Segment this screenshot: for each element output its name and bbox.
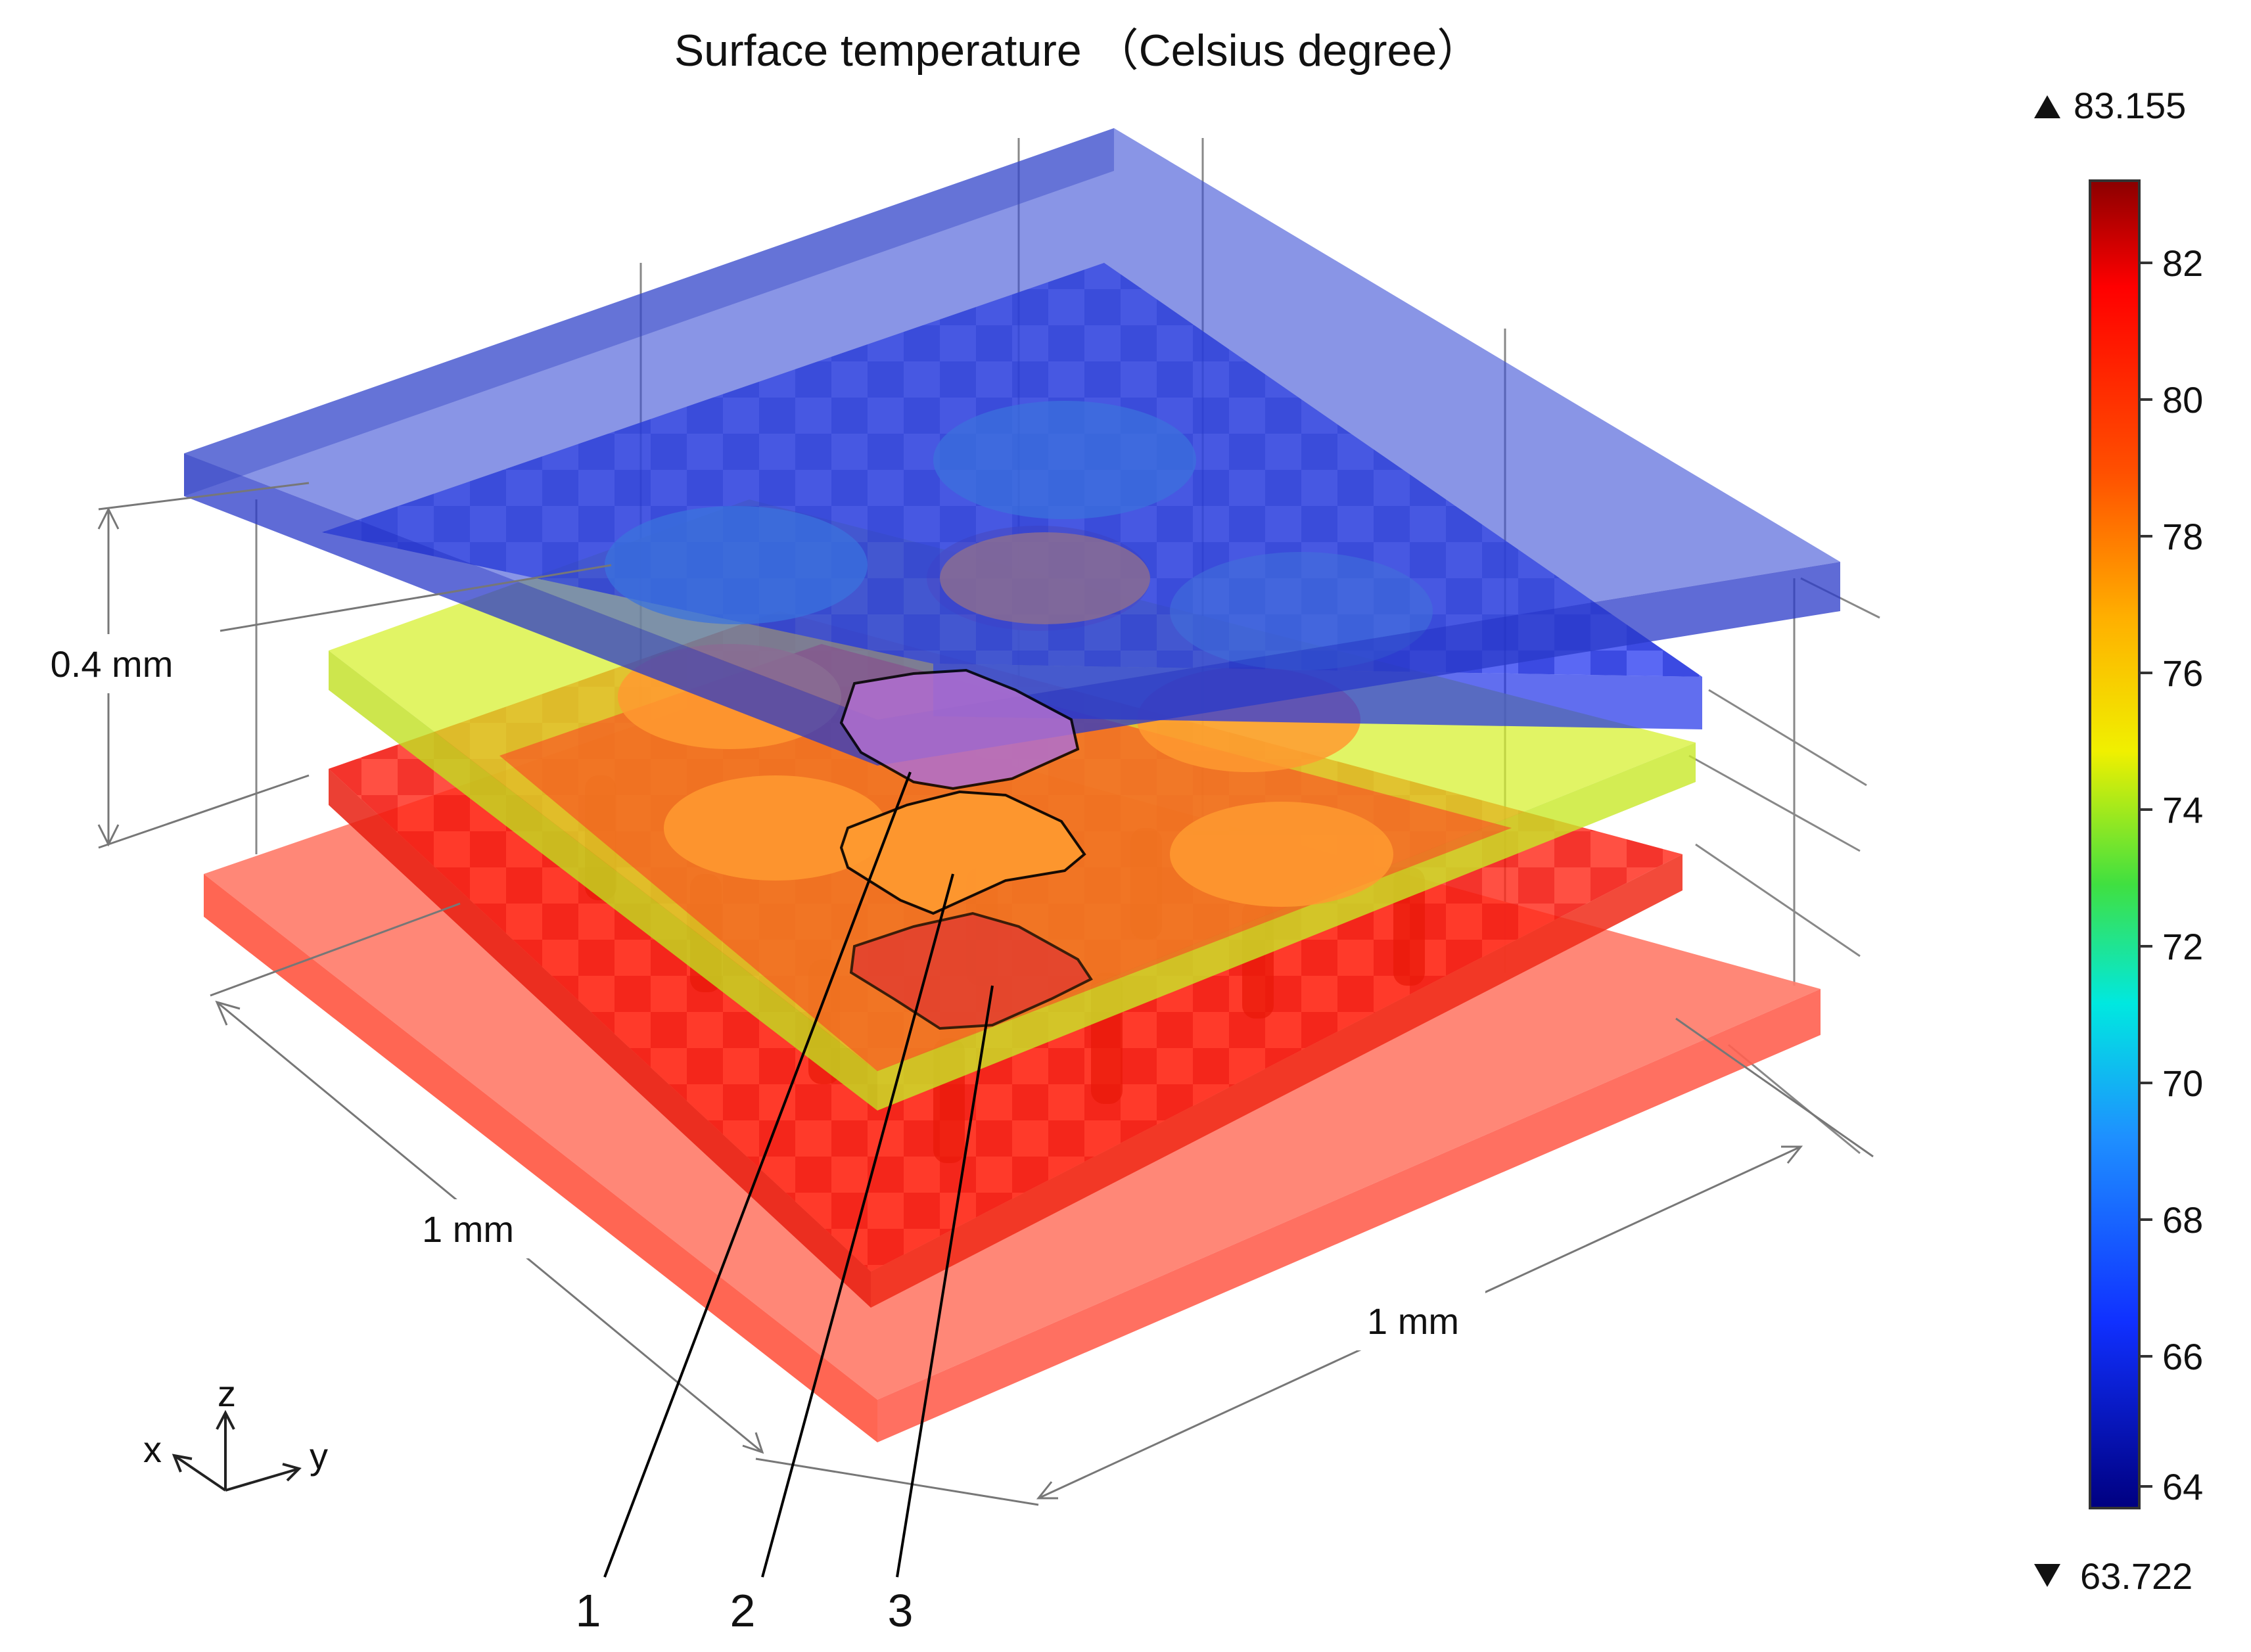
colorbar-tick-74: 74: [2162, 789, 2203, 831]
height-dimension-label: 0.4 mm: [51, 643, 174, 685]
axis-triad: [172, 1410, 302, 1492]
max-arrow-icon: [2034, 95, 2060, 118]
x-width-dimension-label: 1 mm: [422, 1208, 514, 1250]
colorbar-tick-82: 82: [2162, 242, 2203, 284]
region-2: [839, 790, 1086, 915]
callout-labels: 1 2 3: [576, 1585, 914, 1636]
callout-3: 3: [888, 1585, 914, 1636]
colorbar-tick-68: 68: [2162, 1199, 2203, 1241]
callout-leaders: [603, 771, 994, 1578]
colorbar-max-label: 83.155: [2074, 85, 2186, 126]
axis-label-z: z: [218, 1373, 236, 1414]
y-width-dimension-label: 1 mm: [1367, 1300, 1459, 1342]
callout-2: 2: [730, 1585, 756, 1636]
colorbar-tick-labels: 82 80 78 76 74 72 70 68 66 64: [2162, 242, 2203, 1507]
min-arrow-icon: [2034, 1564, 2060, 1587]
colorbar-min-label: 63.722: [2080, 1555, 2193, 1597]
colorbar-ticks: [2139, 262, 2152, 1488]
colorbar-tick-66: 66: [2162, 1336, 2203, 1377]
colorbar-tick-78: 78: [2162, 516, 2203, 557]
callout-regions: [839, 668, 1093, 1030]
plot-title: Surface temperature （Celsius degree）: [674, 26, 1481, 76]
colorbar-tick-76: 76: [2162, 653, 2203, 694]
callout-1: 1: [576, 1585, 601, 1636]
region-3: [849, 911, 1093, 1030]
region-1: [839, 668, 1080, 791]
colorbar-tick-70: 70: [2162, 1063, 2203, 1104]
colorbar: 83.155 82 80 78 76 74 72 70 68 66 64: [2034, 85, 2203, 1597]
colorbar-tick-80: 80: [2162, 379, 2203, 421]
dimension-labels: 0.4 mm 1 mm 1 mm: [33, 634, 1485, 1350]
colorbar-gradient: [2089, 179, 2141, 1509]
top-plate: [184, 128, 1840, 766]
colorbar-tick-72: 72: [2162, 926, 2203, 967]
axis-label-y: y: [310, 1435, 328, 1477]
colorbar-tick-64: 64: [2162, 1466, 2203, 1507]
axis-label-x: x: [143, 1429, 162, 1470]
